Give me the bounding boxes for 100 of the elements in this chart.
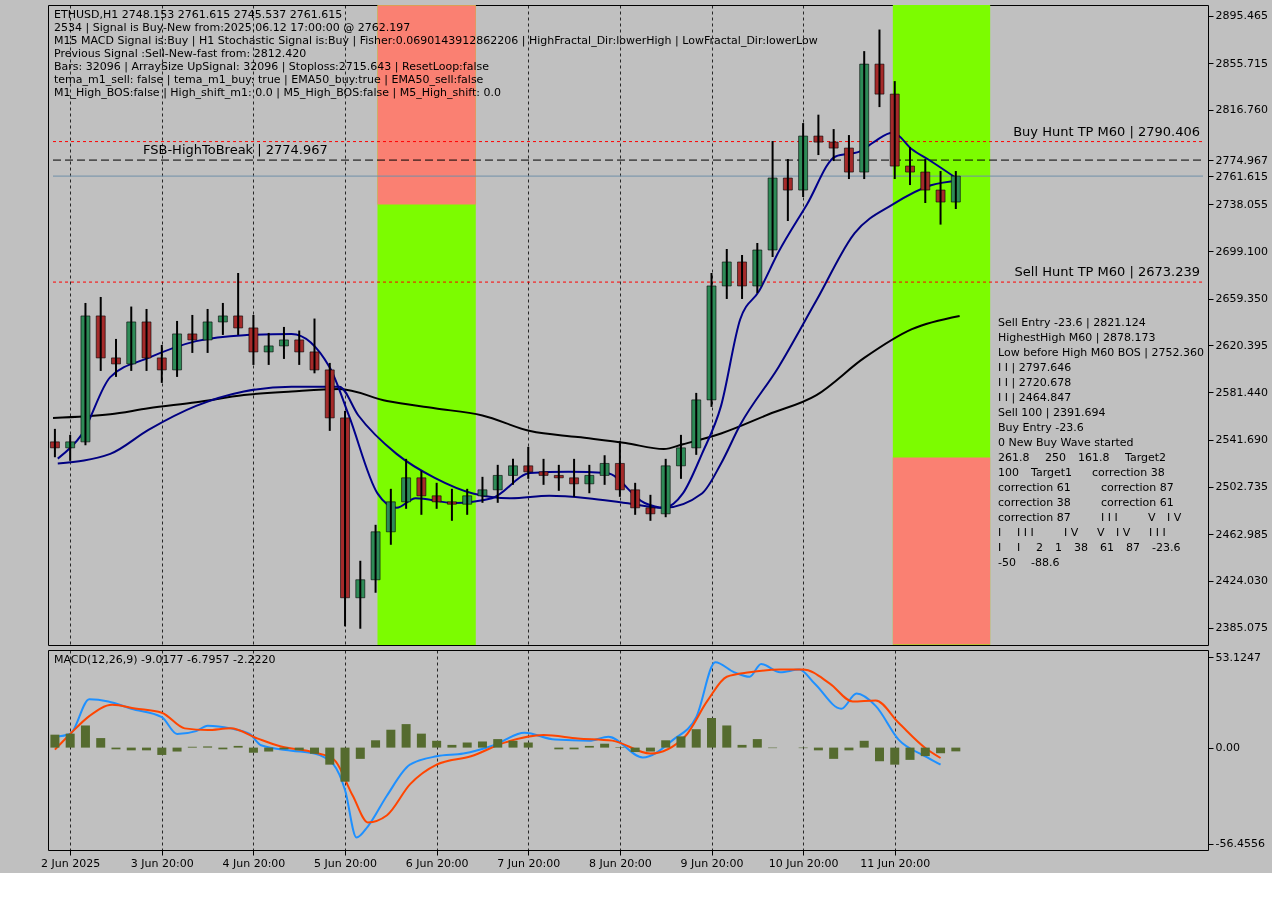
- candlestick: [935, 171, 946, 225]
- x-tick-label: 2 Jun 2025: [41, 856, 101, 870]
- x-tick-label: 3 Jun 20:00: [130, 856, 194, 870]
- annotation: 38: [1074, 541, 1088, 554]
- y-tick-label: 2502.735: [1215, 480, 1268, 494]
- bar: [905, 747, 915, 760]
- annotation: Target1: [1030, 466, 1073, 479]
- candlestick: [279, 326, 289, 359]
- y-tick-label: 2581.440: [1215, 385, 1268, 399]
- annotation: 87: [1126, 541, 1140, 554]
- bar: [859, 740, 869, 748]
- bar: [172, 747, 182, 752]
- bar: [920, 747, 930, 757]
- bar: [432, 740, 442, 748]
- annotation: I I | 2720.678: [998, 376, 1072, 389]
- candlestick: [416, 470, 427, 515]
- annotation: -88.6: [1031, 556, 1060, 569]
- candlestick: [370, 524, 381, 593]
- bar: [722, 725, 732, 748]
- bar: [248, 747, 258, 753]
- annotation: V: [1148, 511, 1156, 524]
- y-tick-label: -56.4556: [1215, 837, 1265, 851]
- x-tick-label: 6 Jun 20:00: [405, 856, 469, 870]
- annotation: 0 New Buy Wave started: [998, 436, 1134, 449]
- bar: [493, 739, 503, 748]
- x-tick-label: 11 Jun 20:00: [860, 856, 931, 870]
- annotation: 2: [1036, 541, 1043, 554]
- y-tick-label: 2541.690: [1215, 433, 1268, 447]
- bar: [829, 747, 839, 759]
- annotation: correction 87: [1101, 481, 1174, 494]
- annotation: I: [998, 541, 1002, 554]
- x-tick-label: 10 Jun 20:00: [768, 856, 839, 870]
- candlestick: [645, 494, 656, 521]
- bar: [416, 733, 426, 748]
- chart-title: MACD(12,26,9) -9.0177 -6.7957 -2.2220: [54, 653, 276, 666]
- annotation: I I I: [1149, 526, 1166, 539]
- candlestick: [218, 302, 228, 335]
- annotation: Sell Entry -23.6 | 2821.124: [998, 316, 1146, 329]
- bar: [630, 747, 640, 753]
- annotation: I V: [1064, 526, 1079, 539]
- candlestick: [309, 318, 320, 374]
- candlestick: [599, 455, 610, 485]
- annotation: 61: [1100, 541, 1114, 554]
- y-tick-label: 2462.985: [1215, 527, 1268, 541]
- bar: [309, 747, 319, 754]
- annotation: correction 38: [1092, 466, 1165, 479]
- annotation: M1_High_BOS:false | High_shift_m1: 0.0 | M5_High_BOS:false | M5_High_shift: 0.0: [54, 86, 502, 99]
- candlestick: [447, 488, 457, 521]
- x-tick-label: 8 Jun 20:00: [588, 856, 652, 870]
- bar: [737, 744, 747, 748]
- x-tick-label: 7 Jun 20:00: [497, 856, 561, 870]
- annotation: correction 87: [998, 511, 1071, 524]
- candlestick: [874, 29, 885, 108]
- bar: [508, 740, 518, 748]
- annotation: 2534 | Signal is Buy-New from:2025.06.12 17:00:00 @ 2762.197: [54, 21, 411, 34]
- candlestick: [477, 476, 488, 503]
- candlestick: [263, 332, 274, 365]
- annotation: 261.8: [998, 451, 1030, 464]
- bar: [707, 717, 717, 748]
- annotation: 100: [998, 466, 1019, 479]
- bar: [355, 747, 365, 759]
- annotation: 250: [1045, 451, 1066, 464]
- x-tick-label: 9 Jun 20:00: [680, 856, 744, 870]
- y-tick-label: 2774.967: [1215, 153, 1268, 167]
- bar: [874, 747, 884, 762]
- bar: [477, 741, 487, 748]
- candlestick: [538, 458, 549, 485]
- annotation: correction 38: [998, 496, 1071, 509]
- ref-line-label: Sell Hunt TP M60 | 2673.239: [1014, 264, 1200, 280]
- bar: [340, 747, 350, 782]
- y-tick-label: 2816.760: [1215, 103, 1268, 117]
- candlestick: [187, 314, 198, 353]
- y-tick-label: 2895.465: [1215, 9, 1268, 23]
- annotation: correction 61: [998, 481, 1071, 494]
- annotation: Bars: 32096 | ArraySize UpSignal: 32096 | Stoploss:2715.643 | ResetLoop:false: [54, 60, 490, 73]
- annotation: -23.6: [1152, 541, 1181, 554]
- bar: [890, 747, 900, 765]
- annotation: correction 61: [1101, 496, 1174, 509]
- annotation: 1: [1055, 541, 1062, 554]
- annotation: Sell 100 | 2391.694: [998, 406, 1106, 419]
- bar: [752, 739, 762, 748]
- y-tick-label: 0.00: [1215, 741, 1240, 755]
- y-tick-label: 2699.100: [1215, 244, 1268, 258]
- ref-line-label: Buy Hunt TP M60 | 2790.406: [1013, 123, 1200, 139]
- candlestick: [508, 458, 518, 485]
- y-tick-label: 2738.055: [1215, 197, 1268, 211]
- bar: [401, 724, 411, 748]
- annotation: I I | 2464.847: [998, 391, 1072, 404]
- annotation: M15 MACD Signal is:Buy | H1 Stochastic Signal is:Buy | Fisher:0.0690143912862206 | HighFractal_Dir:lowerHigh | LowFractal_Dir:lowerLow: [54, 34, 818, 47]
- x-tick-label: 5 Jun 20:00: [314, 856, 377, 870]
- bar: [691, 729, 701, 748]
- candlestick: [233, 272, 243, 335]
- bar: [645, 747, 655, 752]
- x-tick-label: 4 Jun 20:00: [222, 856, 286, 870]
- y-tick-label: 2659.350: [1215, 292, 1268, 306]
- candlestick: [294, 330, 305, 365]
- bar: [325, 747, 335, 765]
- chart-title: ETHUSD,H1 2748.153 2761.615 2745.537 2761.615: [54, 8, 343, 21]
- ref-line-label: FSB-HighToBreak | 2774.967: [143, 142, 328, 158]
- candlestick: [202, 308, 213, 353]
